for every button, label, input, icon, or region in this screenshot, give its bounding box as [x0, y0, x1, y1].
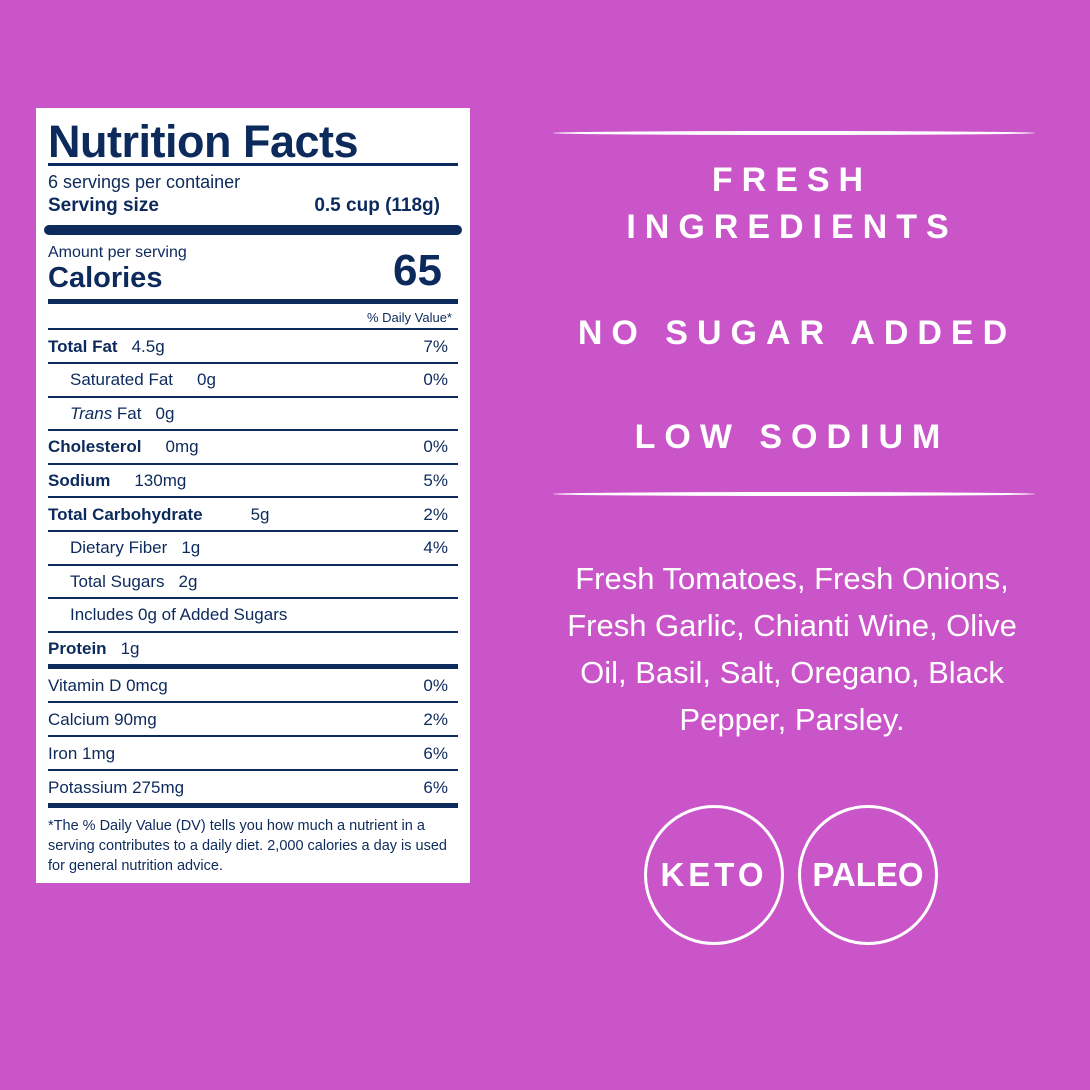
nutrient-amount: 0g	[197, 370, 216, 390]
vitamin-row: Vitamin D 0mcg 0%	[48, 670, 458, 703]
nutrition-facts-label: Nutrition Facts 6 servings per container…	[36, 108, 470, 883]
nutrient-daily-value: 2%	[423, 504, 448, 524]
vitamin-name: Vitamin D 0mcg	[48, 675, 168, 695]
nutrient-name: Sodium	[48, 470, 111, 490]
nutrient-row: Sodium 130mg 5%	[48, 465, 458, 499]
paleo-badge: PALEO	[798, 805, 938, 945]
nutrient-name: Saturated Fat	[70, 370, 174, 390]
nutrient-row: Includes 0g of Added Sugars	[48, 600, 458, 633]
divider	[48, 163, 458, 166]
nutrient-name: Protein	[48, 638, 107, 658]
nutrient-name: Dietary Fiber	[70, 538, 168, 558]
vitamin-row: Potassium 275mg 6%	[48, 772, 458, 808]
daily-value-header: % Daily Value*	[366, 310, 452, 325]
nutrient-row: Total Carbohydrate 5g 2%	[48, 499, 458, 532]
nutrient-name: Total Carbohydrate	[48, 504, 203, 524]
serving-size-value: 0.5 cup (118g)	[314, 195, 440, 216]
nutrient-amount: 130mg	[134, 470, 187, 490]
vitamin-row: Iron 1mg 6%	[48, 738, 458, 771]
brush-divider-bottom	[553, 492, 1035, 496]
claim-fresh-ingredients: FRESH INGREDIENTS	[626, 161, 958, 246]
medium-divider	[48, 299, 458, 304]
vitamin-name: Iron 1mg	[48, 743, 116, 763]
vitamin-daily-value: 6%	[423, 743, 448, 763]
nutrient-row: Trans Fat 0g	[48, 398, 458, 432]
claim-low-sodium: LOW SODIUM	[634, 418, 950, 456]
vitamin-name: Potassium 275mg	[48, 777, 185, 797]
nutrient-amount: 0g	[155, 403, 175, 423]
nutrient-name: Includes 0g of Added Sugars	[70, 605, 288, 625]
nutrient-row: Cholesterol 0mg 0%	[48, 432, 458, 465]
nutrient-name: Trans Fat	[70, 403, 142, 423]
nutrient-daily-value: 5%	[423, 470, 448, 490]
label-title: Nutrition Facts	[48, 116, 359, 167]
nutrient-amount: 1g	[120, 638, 140, 658]
nutrient-amount: 2g	[178, 571, 198, 591]
nutrient-daily-value: 7%	[423, 336, 448, 356]
vitamin-daily-value: 2%	[423, 709, 448, 729]
nutrient-name: Total Fat	[48, 336, 118, 356]
servings-per-container: 6 servings per container	[48, 172, 241, 192]
nutrient-name: Cholesterol	[48, 437, 142, 457]
nutrient-amount: 4.5g	[131, 336, 165, 356]
nutrient-amount: 5g	[250, 504, 270, 524]
thick-divider	[44, 225, 462, 235]
nutrient-row: Total Fat 4.5g 7%	[48, 331, 458, 364]
brush-divider-top	[553, 131, 1035, 135]
nutrient-row: Total Sugars 2g	[48, 566, 458, 600]
nutrient-amount: 1g	[181, 538, 201, 558]
nutrient-daily-value: 0%	[423, 370, 448, 390]
calories-value: 65	[393, 246, 442, 295]
vitamin-daily-value: 6%	[423, 777, 448, 797]
nutrient-row: Dietary Fiber 1g 4%	[48, 533, 458, 566]
serving-size-label: Serving size	[48, 195, 159, 216]
vitamin-row: Calcium 90mg 2%	[48, 704, 458, 737]
keto-badge: KETO	[644, 805, 784, 945]
calories-label: Calories	[48, 262, 163, 294]
vitamin-daily-value: 0%	[423, 675, 448, 695]
vitamin-name: Calcium 90mg	[48, 709, 157, 729]
nutrient-daily-value: 0%	[423, 437, 448, 457]
ingredients-list: Fresh Tomatoes, Fresh Onions, Fresh Garl…	[567, 561, 1017, 737]
nutrient-row: Saturated Fat 0g 0%	[48, 365, 458, 398]
nutrient-row: Protein 1g	[48, 633, 458, 670]
nutrient-name: Total Sugars	[70, 571, 165, 591]
footnote: *The % Daily Value (DV) tells you how mu…	[48, 818, 447, 874]
claim-no-sugar-added: NO SUGAR ADDED	[577, 314, 1017, 352]
amount-per-serving: Amount per serving	[48, 244, 187, 261]
nutrient-daily-value: 4%	[423, 538, 448, 558]
nutrient-amount: 0mg	[165, 437, 199, 457]
divider	[48, 328, 458, 330]
trans-italic: Trans	[70, 403, 113, 423]
